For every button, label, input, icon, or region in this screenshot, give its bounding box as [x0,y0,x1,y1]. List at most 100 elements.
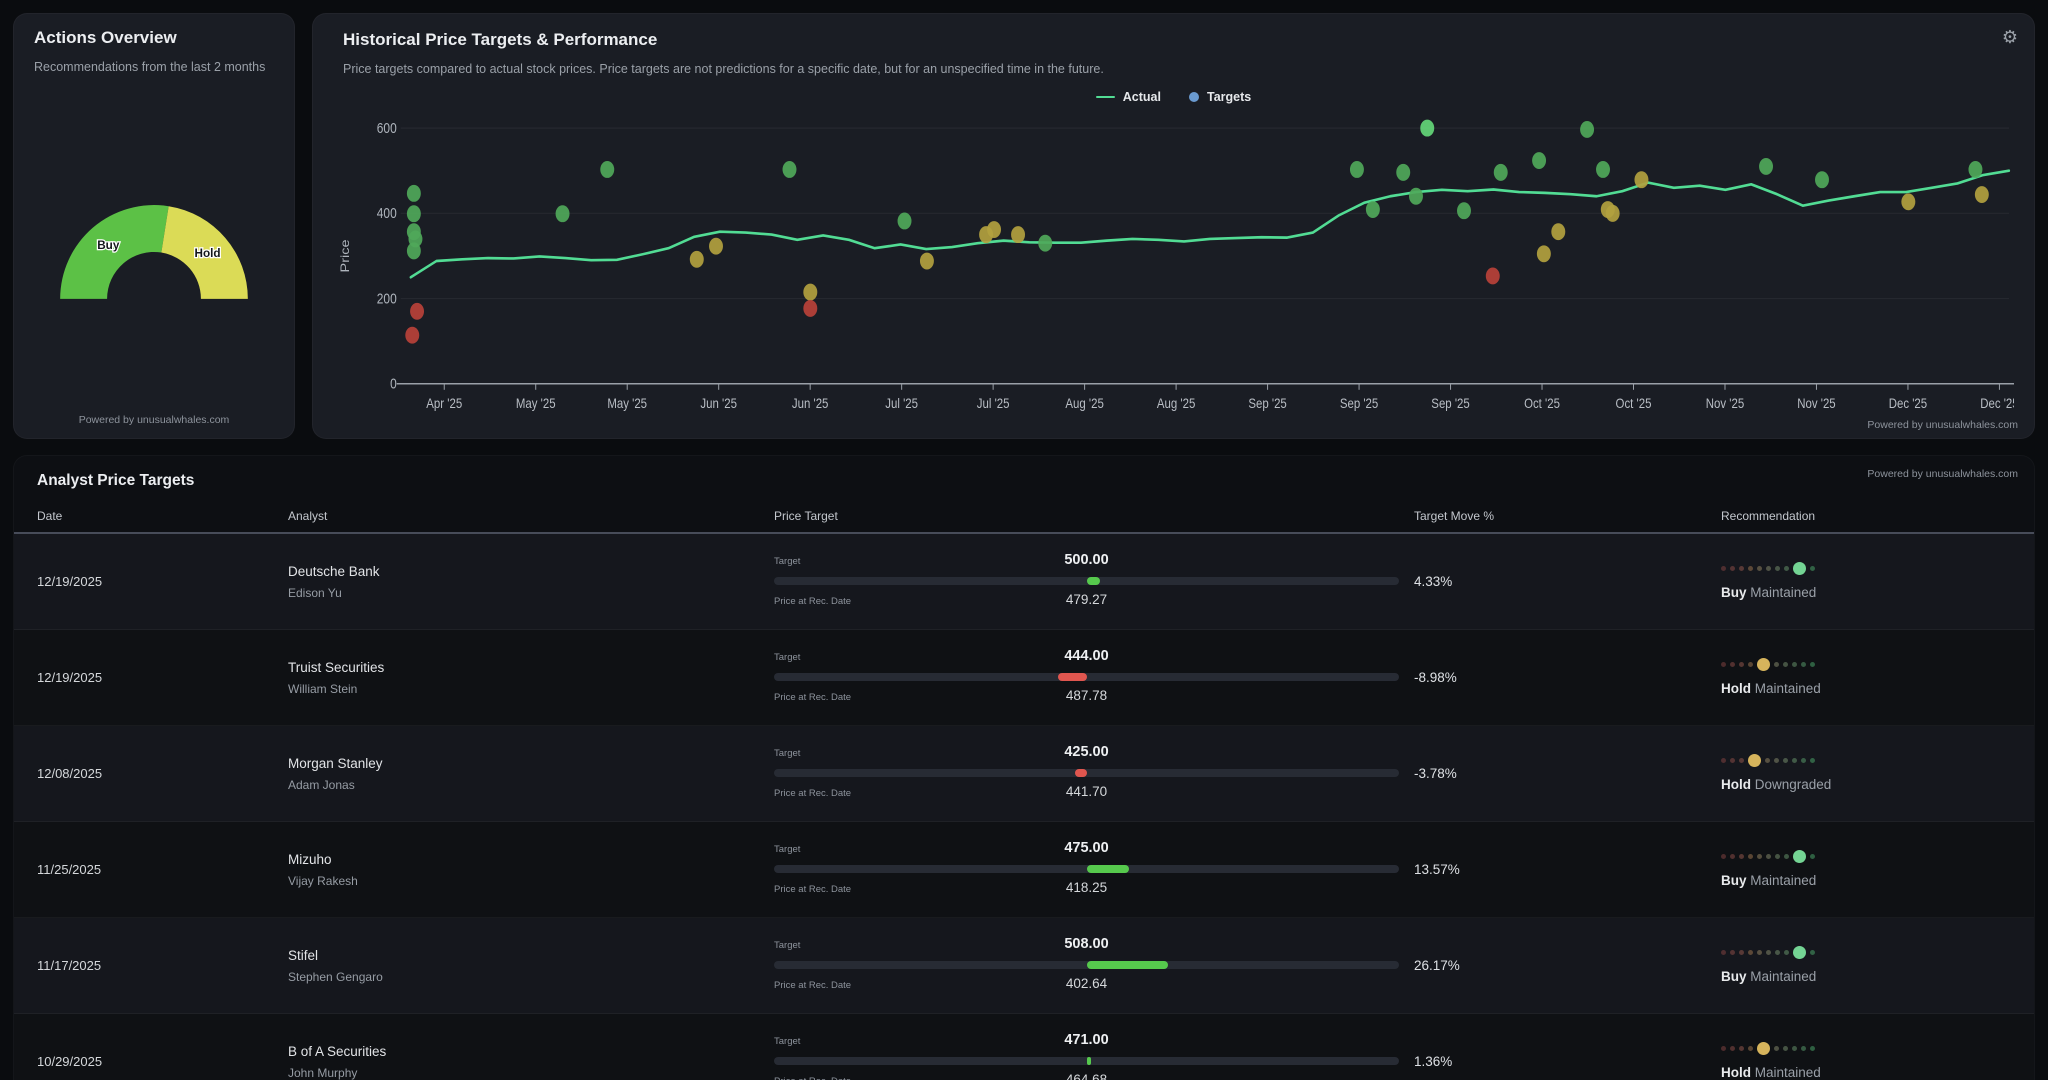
target-move-segment [1086,577,1101,585]
target-point[interactable] [1011,226,1026,244]
target-point[interactable] [709,237,723,255]
target-point[interactable] [1365,201,1380,218]
target-point[interactable] [1409,187,1423,205]
cell-target-move: 26.17% [1414,958,1460,973]
legend-item-targets[interactable]: Targets [1188,90,1251,104]
target-value: 508.00 [1064,936,1109,952]
analyst-firm: Mizuho [288,851,332,867]
x-tick-label: Jun '25 [792,395,829,411]
legend-item-actual[interactable]: Actual [1095,90,1161,104]
target-point[interactable] [987,221,1002,238]
recommendation-dot [1784,950,1789,955]
cell-price-target: Target 508.00 Price at Rec. Date 402.64 [774,936,1414,995]
target-point[interactable] [555,205,570,223]
target-point[interactable] [406,242,421,260]
table-row[interactable]: 12/08/2025 Morgan Stanley Adam Jonas Target… [14,726,2034,822]
analyst-firm: Deutsche Bank [288,563,380,579]
target-point[interactable] [1759,158,1774,175]
table-row[interactable]: 12/19/2025 Truist Securities William Stein… [14,630,2034,726]
x-tick-label: May '25 [607,395,647,411]
column-header-recommendation[interactable]: Recommendation [1721,509,1816,523]
chart-legend: Actual Targets [333,90,2014,104]
recommendation-dot [1721,1046,1726,1051]
table-row[interactable]: 12/19/2025 Deutsche Bank Edison Yu Target 50… [14,534,2034,630]
cell-target-move: -8.98% [1414,670,1457,685]
target-point[interactable] [1349,161,1364,178]
target-point[interactable] [1396,163,1411,181]
analyst-firm: B of A Securities [288,1043,387,1059]
price-history-chart: 0 200 400 600 Price Apr '25 May '25 May '25 Jun … [338,119,2014,411]
recommendation-dot [1801,1046,1806,1051]
recommendation-dot [1792,758,1797,763]
recommendation-scale-dots [1721,1042,2034,1056]
target-point[interactable] [406,205,421,223]
column-header-target-move[interactable]: Target Move % [1414,509,1495,523]
column-header-price-target[interactable]: Price Target [774,509,838,523]
target-point[interactable] [1815,171,1829,189]
target-point[interactable] [803,299,818,317]
recommendation-dot [1748,662,1753,667]
cell-price-target: Target 425.00 Price at Rec. Date 441.70 [774,744,1414,803]
actual-price-line [409,169,2011,279]
target-point[interactable] [1038,234,1053,252]
recommendation-scale-dots [1721,754,2034,768]
gear-icon[interactable]: ⚙ [2001,27,2018,47]
target-point[interactable] [919,252,934,270]
table-row[interactable]: 11/25/2025 Mizuho Vijay Rakesh Target 475.00… [14,822,2034,918]
target-move-bar [774,673,1399,681]
target-point[interactable] [1420,119,1435,137]
cell-target-move: 1.36% [1414,1054,1453,1069]
price-at-rec-label: Price at Rec. Date [774,1076,851,1080]
target-point[interactable] [1493,163,1508,181]
target-point[interactable] [405,326,420,344]
target-point[interactable] [803,283,818,301]
price-at-rec-value: 418.25 [1065,880,1108,895]
target-point[interactable] [1968,161,1983,178]
cell-analyst: Mizuho Vijay Rakesh [288,852,774,888]
target-move-segment [1074,769,1087,777]
target-point[interactable] [897,212,912,230]
table-row[interactable]: 11/17/2025 Stifel Stephen Gengaro Target 508… [14,918,2034,1014]
analyst-firm: Morgan Stanley [288,755,383,771]
x-tick-label: Oct '25 [1616,395,1652,411]
target-move-bar [774,577,1399,585]
target-label: Target [774,556,801,567]
target-point[interactable] [1974,186,1989,204]
cell-target-move: -3.78% [1414,766,1457,781]
target-point[interactable] [1634,171,1649,189]
target-point[interactable] [406,184,421,202]
target-point[interactable] [1580,121,1595,138]
target-point[interactable] [1596,161,1610,178]
recommendation-dot [1721,854,1726,859]
recommendation-dot [1748,950,1753,955]
column-header-date[interactable]: Date [37,509,63,523]
target-point[interactable] [600,161,615,178]
price-at-rec-label: Price at Rec. Date [774,884,852,895]
target-point[interactable] [782,161,797,178]
cell-price-target: Target 444.00 Price at Rec. Date 487.78 [774,648,1414,707]
target-point[interactable] [1532,152,1547,169]
target-point[interactable] [689,250,704,268]
recommendation-dot [1810,1046,1815,1051]
powered-by-text: Powered by unusualwhales.com [1867,468,2018,480]
target-point[interactable] [1485,267,1500,285]
target-label: Target [774,748,801,759]
target-point[interactable] [1536,245,1551,263]
target-point[interactable] [1605,204,1620,222]
table-row[interactable]: 10/29/2025 B of A Securities John Murphy Ta… [14,1014,2034,1080]
recommendation-dot [1784,566,1789,571]
cell-price-target: Target 500.00 Price at Rec. Date 479.27 [774,552,1414,611]
target-point[interactable] [1457,202,1471,220]
recommendation-dot [1801,758,1806,763]
recommendation-dot [1810,566,1815,571]
analyst-firm: Stifel [288,947,319,963]
target-point[interactable] [1551,223,1566,241]
actions-overview-title: Actions Overview [34,28,177,47]
gauge-segment-hold [161,206,248,299]
column-header-analyst[interactable]: Analyst [288,509,328,523]
target-point[interactable] [1901,193,1916,211]
target-point[interactable] [410,302,425,320]
recommendation-scale-dots [1721,658,2034,672]
x-tick-label: Jul '25 [885,395,918,411]
recommendation-dot [1739,758,1744,763]
